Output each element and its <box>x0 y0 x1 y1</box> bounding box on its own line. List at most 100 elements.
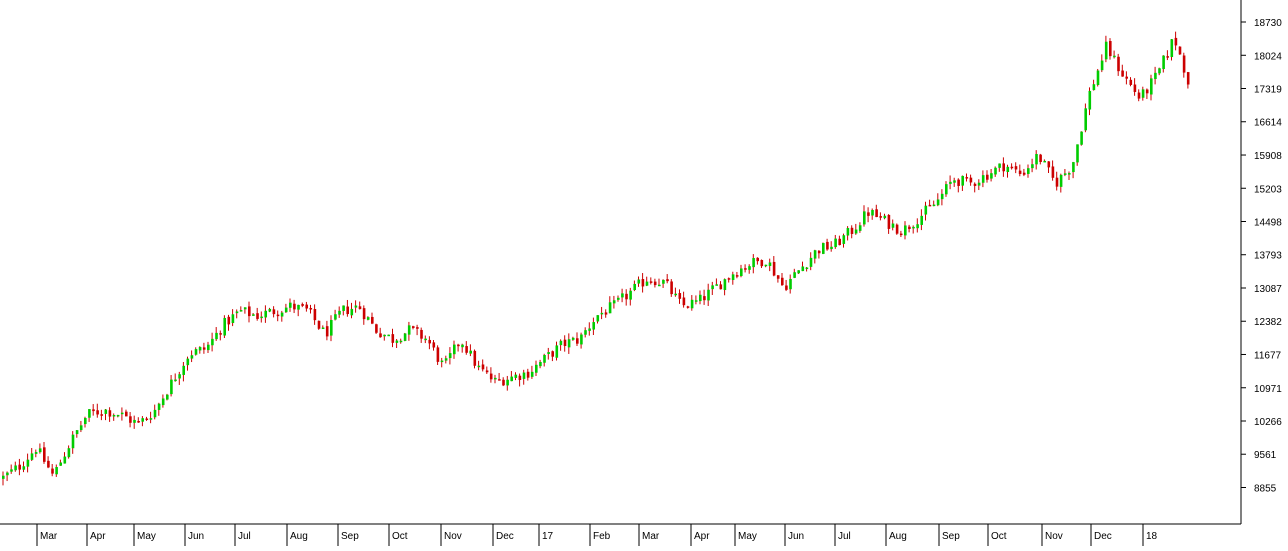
candle-body <box>202 347 206 350</box>
candle-body <box>34 452 38 454</box>
candle-body <box>18 464 21 470</box>
candle-body <box>1072 162 1075 173</box>
candle-body <box>1162 55 1165 70</box>
candle-body <box>805 267 809 270</box>
candle-body <box>1088 90 1092 110</box>
candle-body <box>2 475 5 479</box>
candle-body <box>432 342 436 348</box>
candle-body <box>264 310 267 318</box>
candle-body <box>444 358 448 361</box>
candle-body <box>617 297 620 300</box>
candle-body <box>1051 166 1055 178</box>
candle-body <box>379 333 382 338</box>
candle-body <box>485 370 489 373</box>
y-tick-label: 10971 <box>1254 384 1282 395</box>
candle-body <box>416 327 419 329</box>
candle-body <box>879 216 882 218</box>
candle-body <box>563 339 567 347</box>
candle-body <box>518 375 522 380</box>
candle-body <box>207 344 210 351</box>
candle-body <box>436 347 440 362</box>
candle-body <box>116 414 120 417</box>
candle-body <box>834 238 837 248</box>
candle-body <box>14 465 17 471</box>
candle-body <box>945 184 948 195</box>
candle-body <box>645 281 649 286</box>
candle-body <box>891 223 895 228</box>
candle-body <box>850 227 854 234</box>
candle-body <box>838 238 841 246</box>
candle-body <box>686 306 690 308</box>
candle-body <box>289 302 292 308</box>
candle-body <box>301 304 304 306</box>
y-tick-label: 18024 <box>1254 51 1282 62</box>
candle-body <box>764 264 768 267</box>
candle-body <box>604 312 608 315</box>
candle-body <box>358 306 362 310</box>
candle-body <box>88 409 91 418</box>
candle-body <box>465 346 468 353</box>
candle-body <box>1137 92 1141 99</box>
candle-body <box>104 409 108 414</box>
y-tick-label: 17319 <box>1254 85 1282 96</box>
candle-body <box>588 328 591 331</box>
candle-body <box>707 289 710 301</box>
candle-body <box>662 279 665 284</box>
candle-body <box>153 409 157 418</box>
candle-body <box>797 270 800 274</box>
candle-body <box>715 284 718 286</box>
candle-body <box>211 338 214 346</box>
candle-body <box>789 278 792 290</box>
candle-body <box>1006 166 1010 173</box>
candle-body <box>649 281 653 283</box>
candle-body <box>776 275 780 279</box>
candle-body <box>1158 68 1161 74</box>
candle-body <box>567 339 571 348</box>
candle-body <box>100 414 103 416</box>
candle-body <box>252 314 255 316</box>
candle-body <box>625 293 628 300</box>
candle-body <box>608 302 612 314</box>
y-tick-label: 8855 <box>1254 484 1277 495</box>
candle-body <box>215 332 218 340</box>
candle-body <box>719 284 723 290</box>
candle-body <box>198 347 202 351</box>
candle-body <box>494 377 497 380</box>
candle-body <box>79 425 83 431</box>
candle-body <box>744 268 747 270</box>
x-tick-label: Feb <box>593 531 611 542</box>
candle-body <box>1055 177 1059 187</box>
candle-body <box>30 453 34 460</box>
candle-body <box>555 345 559 358</box>
x-tick-label: Jul <box>238 531 251 542</box>
candle-body <box>571 337 575 340</box>
candle-body <box>26 459 30 467</box>
candle-body <box>748 266 751 270</box>
candle-body <box>498 379 501 381</box>
candle-body <box>63 456 67 464</box>
candle-body <box>399 340 403 343</box>
candle-body <box>863 211 866 225</box>
x-tick-label: May <box>738 531 757 542</box>
candle-body <box>1014 166 1018 170</box>
x-tick-label: Nov <box>1045 531 1063 542</box>
candle-body <box>756 257 759 262</box>
candle-body <box>453 344 456 355</box>
candle-body <box>904 225 907 236</box>
candle-body <box>407 325 411 335</box>
candle-body <box>899 233 903 236</box>
candle-body <box>280 312 284 317</box>
candle-body <box>260 316 263 319</box>
candle-body <box>924 205 928 215</box>
candle-body <box>38 448 42 453</box>
candle-body <box>928 204 932 207</box>
candle-body <box>530 371 534 377</box>
candle-body <box>1113 55 1116 58</box>
candle-body <box>92 409 95 412</box>
candle-body <box>186 358 190 366</box>
candle-body <box>145 418 149 421</box>
candle-body <box>801 266 805 272</box>
candle-body <box>682 297 686 306</box>
candle-body <box>71 434 75 449</box>
candle-body <box>227 316 231 325</box>
